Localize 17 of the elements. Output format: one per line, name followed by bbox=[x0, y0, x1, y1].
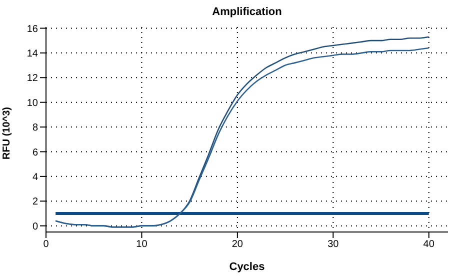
chart-title: Amplification bbox=[211, 6, 283, 18]
y-tick-label: 14 bbox=[26, 48, 38, 60]
y-tick-label: 4 bbox=[32, 172, 38, 183]
y-tick-label: 16 bbox=[26, 24, 38, 35]
y-tick-label: 8 bbox=[32, 122, 38, 134]
y-tick-label: 2 bbox=[32, 196, 38, 208]
y-tick-label: 6 bbox=[32, 147, 38, 158]
y-axis-title: RFU (10^3) bbox=[2, 106, 13, 160]
y-tick-label: 12 bbox=[26, 73, 38, 84]
x-tick-label: 20 bbox=[232, 239, 244, 250]
y-tick-label: 0 bbox=[32, 221, 38, 232]
x-axis-title: Cycles bbox=[229, 261, 265, 273]
x-tick-label: 10 bbox=[136, 239, 148, 250]
y-tick-label: 10 bbox=[26, 98, 38, 109]
x-tick-label: 0 bbox=[43, 239, 50, 250]
x-tick-label: 30 bbox=[328, 239, 340, 250]
x-tick-label: 40 bbox=[423, 239, 435, 250]
